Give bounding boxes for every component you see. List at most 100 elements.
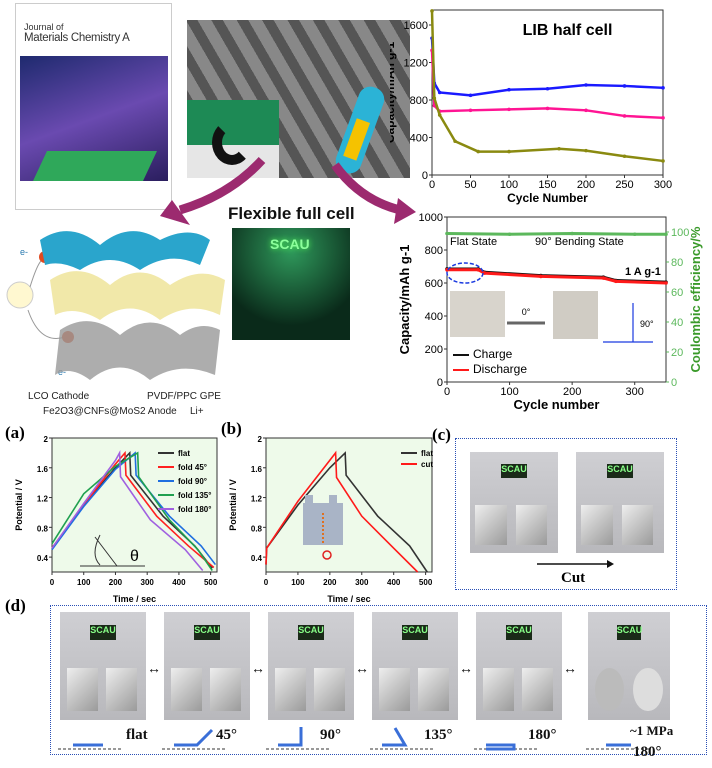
x-tick-label: 0: [429, 179, 435, 191]
legend-label: Charge: [473, 347, 513, 361]
y-tick-label: 0.4: [37, 554, 49, 563]
y-axis-label: Potential / V: [14, 479, 24, 531]
annotation: 1 A g-1: [625, 266, 661, 278]
bend-state-icon: [162, 728, 227, 750]
series-line-4: [51, 450, 204, 572]
plot-frame: [265, 437, 433, 573]
bending-photo-4: SCAU: [476, 612, 562, 720]
legend-label: flat: [421, 449, 433, 458]
led-text: SCAU: [606, 464, 634, 479]
arrow-left-head: [160, 200, 190, 225]
legend-cathode: LCO Cathode: [28, 391, 90, 402]
panel-label-c: (c): [432, 425, 451, 444]
data-point: [614, 279, 618, 284]
x-tick-label: 100: [500, 386, 518, 398]
y-tick-label: 2: [44, 435, 49, 444]
series-line-1: [51, 450, 215, 569]
x-tick-label: 500: [419, 578, 433, 587]
data-point: [661, 86, 665, 90]
annotation: Flat State: [450, 236, 497, 248]
data-point: [468, 108, 473, 113]
data-point: [507, 107, 511, 112]
x-axis-label: Cycle Number: [507, 191, 588, 205]
journal-title-line1: Journal of: [24, 22, 64, 32]
data-point: [445, 231, 449, 236]
led-text: SCAU: [402, 624, 428, 641]
bent-electrode-photo: [187, 100, 279, 178]
state-label-0: flat: [126, 727, 148, 743]
data-point: [584, 148, 588, 153]
bend-state-icon: [586, 743, 651, 750]
data-point: [430, 9, 434, 13]
data-point: [584, 83, 588, 87]
annotation: 90° Bending State: [535, 236, 624, 248]
theta-label: θ: [130, 548, 139, 565]
y-tick-label: 1200: [404, 58, 428, 70]
y2-axis-label: Coulombic efficiency/%: [688, 226, 703, 372]
arrows-layer: [160, 156, 416, 225]
double-arrow-icon: ↔: [147, 660, 161, 676]
cathode-layer: [55, 321, 220, 380]
bend-angle-icon: [603, 303, 653, 343]
chart-title: LIB half cell: [523, 22, 613, 39]
legend-anode: Fe2O3@CNFs@MoS2 Anode: [43, 406, 177, 417]
y-tick-label: 1000: [419, 212, 443, 224]
data-point: [557, 146, 561, 151]
y-tick-label: 800: [425, 245, 443, 257]
y2-tick-label: 60: [671, 287, 683, 299]
state-label-3: 135°: [424, 727, 453, 743]
y-tick-label: 0: [422, 170, 428, 182]
y-tick-label: 2: [258, 435, 263, 444]
legend-label: Discharge: [473, 362, 527, 376]
legend-li-ion: Li+: [190, 406, 204, 417]
data-point: [476, 149, 480, 154]
photo-before-cut: SCAU: [470, 452, 558, 553]
x-tick-label: 50: [464, 179, 476, 191]
x-axis-label: Cycle number: [514, 397, 600, 412]
x-tick-label: 400: [172, 578, 186, 587]
x-tick-label: 200: [109, 578, 123, 587]
data-point: [570, 231, 574, 236]
chart-full-cell-cycling: 0 100 200 30002004006008001000020406080100C…: [397, 212, 703, 412]
cut-arrow-icon: [537, 560, 614, 568]
legend-label: flat: [178, 449, 190, 458]
pressure-label: ~1 MPa: [630, 723, 674, 738]
data-point: [661, 116, 665, 120]
chart-b-cut-gcd: 0 100 200 300 400 500 0.4 0.8 1.2 1.6 2 Time / sec P…: [228, 435, 433, 603]
data-point: [622, 114, 627, 118]
x-tick-label: 300: [141, 578, 155, 587]
state-label-5: 180°: [633, 744, 662, 760]
data-point: [601, 276, 606, 280]
y2-tick-label: 80: [671, 257, 683, 269]
series-line-3: [51, 451, 213, 571]
y-axis-label: Capacity/mAh g-1: [390, 41, 397, 143]
chart-a-fold-gcd: 0 100 200 300 400 500 0.4 0.8 1.2 1.6 2 Time / sec P…: [14, 435, 218, 603]
y-axis-label: Potential / V: [228, 479, 238, 531]
data-point: [584, 108, 588, 113]
led-text: SCAU: [506, 624, 532, 641]
data-point: [545, 86, 550, 91]
data-point: [664, 232, 668, 237]
led-text: SCAU: [616, 624, 642, 641]
series-line-1: [265, 450, 419, 573]
x-tick-label: 100: [291, 578, 305, 587]
data-point: [632, 232, 637, 237]
y-tick-label: 0.4: [251, 554, 263, 563]
data-point: [622, 154, 627, 159]
y-tick-label: 800: [410, 95, 428, 107]
y2-tick-label: 20: [671, 347, 683, 359]
x-tick-label: 0: [264, 578, 269, 587]
plot-frame: [51, 437, 218, 573]
panel-d-box: [50, 605, 707, 755]
x-tick-label: 300: [626, 386, 644, 398]
data-point: [507, 87, 511, 92]
bending-photo-3: SCAU: [372, 612, 458, 720]
y-tick-label: 1.2: [37, 495, 49, 504]
y-tick-label: 1.6: [251, 465, 263, 474]
y-tick-label: 600: [425, 278, 443, 290]
y-tick-label: 1.2: [251, 495, 263, 504]
x-tick-label: 0: [50, 578, 55, 587]
state-label-4: 180°: [528, 727, 557, 743]
state-label-2: 90°: [320, 727, 341, 743]
state-label-1: 45°: [216, 727, 237, 743]
